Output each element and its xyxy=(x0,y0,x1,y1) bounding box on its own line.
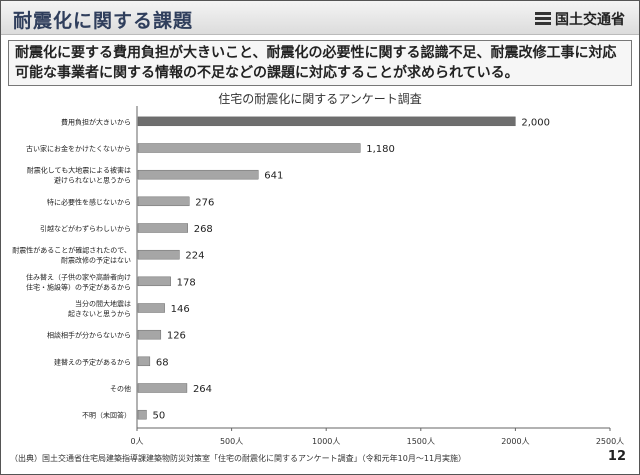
category-label: 引越などがわずらわしいから xyxy=(40,224,131,233)
value-label: 268 xyxy=(194,224,213,235)
bar xyxy=(137,223,188,233)
summary-text: 耐震化に要する費用負担が大きいこと、耐震化の必要性に関する認識不足、耐震改修工事… xyxy=(15,45,617,81)
value-label: 1,180 xyxy=(366,144,395,155)
category-label: 耐震改修の予定はない xyxy=(61,256,131,265)
bar xyxy=(137,409,147,420)
ministry-label: 国土交通省 xyxy=(535,9,625,29)
value-label: 126 xyxy=(167,331,186,342)
category-label: 相談相手が分からないから xyxy=(47,331,131,340)
category-label: 特に必要性を感じないから xyxy=(47,197,131,206)
bar xyxy=(137,143,361,153)
ministry-logo-icon xyxy=(535,12,551,26)
value-label: 178 xyxy=(177,277,196,288)
value-label: 50 xyxy=(152,411,165,422)
summary-box: 耐震化に要する費用負担が大きいこと、耐震化の必要性に関する認識不足、耐震改修工事… xyxy=(8,40,632,86)
page-number: 12 xyxy=(607,449,626,464)
x-tick-label: 0人 xyxy=(130,437,143,446)
bar xyxy=(137,356,151,367)
category-label: 住宅・施設等）の予定があるから xyxy=(26,282,131,291)
bar xyxy=(137,329,162,340)
category-label: 不明（未回答） xyxy=(82,411,131,420)
x-tick-label: 2000人 xyxy=(501,437,529,446)
category-label: 耐震化しても大地震による被害は xyxy=(27,166,131,175)
category-label: その他 xyxy=(110,384,131,393)
x-tick-label: 2500人 xyxy=(596,437,624,446)
value-label: 2,000 xyxy=(521,117,550,128)
slide-header: 耐震化に関する課題 国土交通省 xyxy=(1,1,639,35)
x-tick-label: 500人 xyxy=(220,437,243,446)
category-label: 当分の間大地震は xyxy=(75,299,131,308)
ministry-name: 国土交通省 xyxy=(555,12,625,28)
source-note: （出典）国土交通省住宅局建築指導課建築物防災対策室「住宅の耐震化に関するアンケー… xyxy=(10,454,467,463)
bar xyxy=(137,169,259,180)
x-tick-label: 1500人 xyxy=(407,437,435,446)
category-label: 起きないと思うから xyxy=(68,310,131,318)
chart-title: 住宅の耐震化に関するアンケート調査 xyxy=(218,92,422,106)
value-label: 224 xyxy=(185,251,204,262)
category-label: 住み替え（子供の家や高齢者向け xyxy=(26,272,131,281)
category-label: 古い家にお金をかけたくないから xyxy=(26,144,131,153)
x-tick-label: 1000人 xyxy=(312,437,340,446)
value-label: 276 xyxy=(195,197,214,208)
category-label: 建替えの予定があるから xyxy=(54,357,131,366)
value-label: 146 xyxy=(171,304,190,315)
bar xyxy=(137,249,180,260)
category-label: 避けられないと思うから xyxy=(54,176,131,185)
bar xyxy=(137,276,171,287)
value-label: 68 xyxy=(156,357,169,368)
value-label: 264 xyxy=(193,384,212,395)
bar xyxy=(137,303,165,313)
bar xyxy=(137,383,188,393)
value-label: 641 xyxy=(264,171,283,182)
bar xyxy=(137,196,190,207)
category-label: 耐震性があることが確認されたので、 xyxy=(12,246,131,255)
bar xyxy=(137,116,516,127)
category-label: 費用負担が大きいから xyxy=(61,117,131,126)
page-title: 耐震化に関する課題 xyxy=(13,10,194,32)
